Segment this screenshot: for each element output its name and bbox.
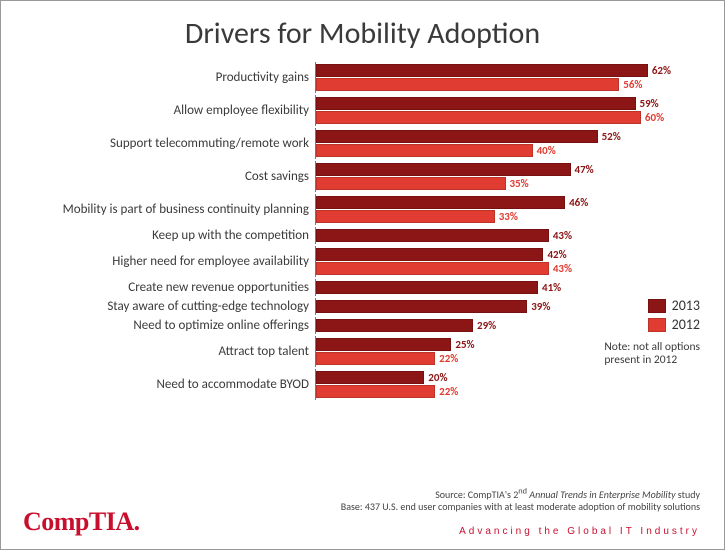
bar-value-label: 35% (510, 177, 529, 190)
bar-2013: 20% (316, 371, 671, 384)
category-label: Support telecommuting/remote work (31, 137, 315, 151)
category-label: Keep up with the competition (31, 229, 315, 243)
category-label: Stay aware of cutting-edge technology (31, 300, 315, 314)
category-group: Attract top talent 25%22% (31, 336, 671, 367)
category-label: Attract top talent (31, 345, 315, 359)
legend-swatch-2012 (648, 318, 666, 332)
bar-value-label: 56% (623, 78, 642, 91)
category-group: Stay aware of cutting-edge technology 39% (31, 298, 671, 315)
note-line2: present in 2012 (604, 353, 677, 367)
bar-value-label: 41% (542, 281, 561, 294)
bar-chart: Productivity gains 62% 56% Allow employee f… (31, 62, 671, 400)
bar-value-label: 39% (531, 300, 550, 313)
category-group: Cost savings 47% 35% (31, 161, 671, 192)
legend-item-2013: 2013 (648, 297, 700, 314)
bar-2012: 22% (316, 385, 671, 398)
bar-value-label: 22% (439, 385, 458, 398)
bar-2013: 39% (316, 300, 671, 313)
legend-note: Note: not all options present in 2012 (604, 341, 700, 367)
category-group: Need to optimize online offerings 29% (31, 317, 671, 334)
category-group: Support telecommuting/remote work 52% 40% (31, 128, 671, 159)
category-label: Need to optimize online offerings (31, 319, 315, 333)
bar-value-label: 62% (652, 64, 671, 77)
legend-label-2012: 2012 (672, 316, 700, 333)
legend-swatch-2013 (648, 299, 666, 313)
bar-value-label: 20% (428, 371, 447, 384)
bar-value-label: 22% (439, 352, 458, 365)
bar-value-label: 42% (547, 248, 566, 261)
bar-2012: 56% (316, 78, 671, 91)
category-group: Productivity gains 62% 56% (31, 62, 671, 93)
bar-2013: 52% (316, 130, 671, 143)
bar-2013: 46% (316, 196, 671, 209)
category-group: Keep up with the competition 43% (31, 227, 671, 244)
category-label: Allow employee flexibility (31, 104, 315, 118)
source-line2: Base: 437 U.S. end user companies with a… (341, 500, 700, 513)
category-group: Higher need for employee availability 42%… (31, 246, 671, 277)
bar-2013: 43% (316, 229, 671, 242)
bar-2013: 47% (316, 163, 671, 176)
category-group: Create new revenue opportunities 41% (31, 279, 671, 296)
bar-2012: 35% (316, 177, 671, 190)
bar-2013: 59% (316, 97, 671, 110)
category-label: Need to accommodate BYOD (31, 378, 315, 392)
legend-label-2013: 2013 (672, 297, 700, 314)
category-label: Cost savings (31, 170, 315, 184)
bar-value-label: 59% (640, 97, 659, 110)
bar-value-label: 43% (553, 262, 572, 275)
chart-title: Drivers for Mobility Adoption (21, 15, 704, 52)
category-group: Need to accommodate BYOD 20%22% (31, 369, 671, 400)
bar-2012: 60% (316, 111, 671, 124)
bar-value-label: 33% (499, 210, 518, 223)
bar-value-label: 52% (602, 130, 621, 143)
bar-2013: 29% (316, 319, 671, 332)
note-line1: Note: not all options (604, 340, 700, 354)
bar-value-label: 47% (575, 163, 594, 176)
bar-2013: 42% (316, 248, 671, 261)
bar-value-label: 29% (477, 319, 496, 332)
source-text: Source: CompTIA's 2nd Annual Trends in E… (341, 486, 700, 513)
category-label: Productivity gains (31, 71, 315, 85)
legend: 2013 2012 (648, 297, 700, 335)
bar-value-label: 40% (537, 144, 556, 157)
bar-2013: 41% (316, 281, 671, 294)
comptia-logo: CompTIA. (23, 507, 140, 537)
category-label: Higher need for employee availability (31, 255, 315, 269)
category-label: Create new revenue opportunities (31, 281, 315, 295)
legend-item-2012: 2012 (648, 316, 700, 333)
bar-value-label: 46% (569, 196, 588, 209)
tagline: Advancing the Global IT Industry (459, 526, 700, 537)
bar-value-label: 43% (553, 229, 572, 242)
bar-2012: 33% (316, 210, 671, 223)
bar-value-label: 60% (645, 111, 664, 124)
category-group: Allow employee flexibility 59%60% (31, 95, 671, 126)
bar-value-label: 25% (455, 338, 474, 351)
bar-2012: 40% (316, 144, 671, 157)
bar-2013: 62% (316, 64, 671, 77)
slide: Drivers for Mobility Adoption Productivi… (0, 0, 725, 550)
bar-2012: 43% (316, 262, 671, 275)
category-group: Mobility is part of business continuity … (31, 194, 671, 225)
category-label: Mobility is part of business continuity … (31, 203, 315, 217)
